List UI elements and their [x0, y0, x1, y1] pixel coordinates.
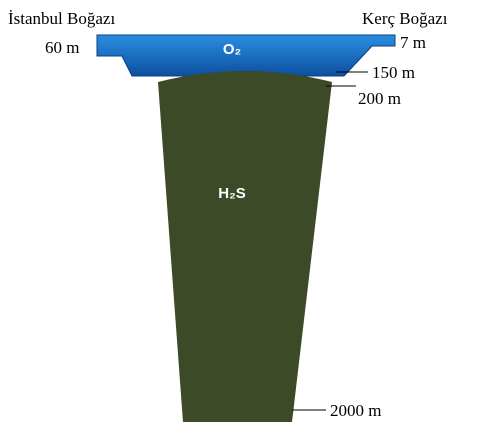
- depth-label: 2000 m: [330, 401, 381, 420]
- h2s-layer: [158, 71, 332, 422]
- right-strait-label: Kerç Boğazı: [362, 9, 448, 28]
- diagram: İstanbul Boğazı Kerç Boğazı 60 m 7 m 150…: [0, 0, 478, 428]
- depth-label: 60 m: [45, 38, 79, 57]
- left-strait-label: İstanbul Boğazı: [8, 9, 115, 28]
- oxygen-layer: [97, 35, 395, 76]
- depth-label: 150 m: [372, 63, 415, 82]
- depth-label: 7 m: [400, 33, 426, 52]
- depth-label: 200 m: [358, 89, 401, 108]
- oxygen-label: O₂: [223, 41, 241, 58]
- h2s-label: H₂S: [218, 185, 246, 202]
